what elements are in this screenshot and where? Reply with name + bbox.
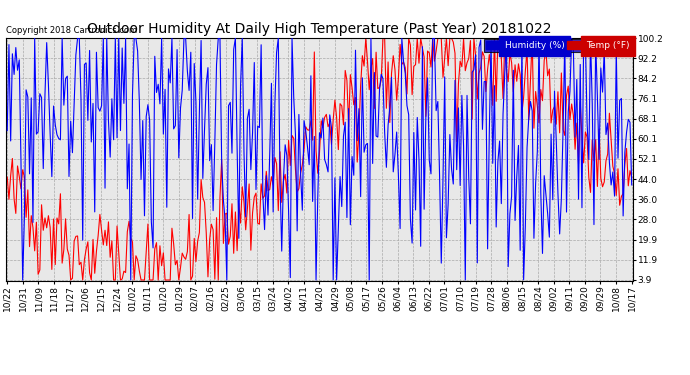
Text: Copyright 2018 Cartronics.com: Copyright 2018 Cartronics.com: [6, 26, 137, 35]
Legend: Humidity (%), Temp (°F): Humidity (%), Temp (°F): [484, 39, 631, 52]
Title: Outdoor Humidity At Daily High Temperature (Past Year) 20181022: Outdoor Humidity At Daily High Temperatu…: [87, 22, 552, 36]
